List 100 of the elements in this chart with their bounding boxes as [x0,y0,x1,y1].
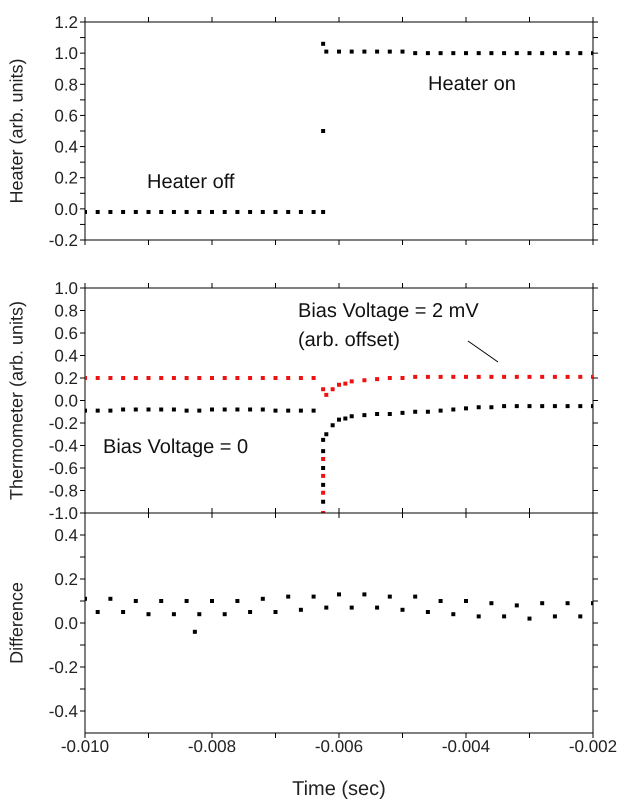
point [298,376,303,380]
point [312,408,316,413]
point [321,457,326,461]
point [350,50,354,54]
point [552,614,557,618]
point [388,412,392,416]
point [324,606,328,610]
point [489,405,494,410]
y-tick-label: 1.0 [54,279,78,298]
point [321,210,326,214]
point [552,404,557,408]
point [159,210,164,214]
point [210,408,214,412]
y-tick-label: 0.8 [54,75,78,94]
point [362,50,366,54]
point [413,374,418,379]
point [502,51,506,56]
point [146,376,150,380]
point [388,594,392,599]
point [540,601,544,606]
point [197,210,202,214]
point [312,210,316,214]
point [146,408,150,412]
point [578,614,582,618]
point [260,210,265,214]
y-tick-label: 0.2 [54,369,78,388]
annotation: Bias Voltage = 2 mV (arb. offset) [298,299,479,353]
point [248,610,252,614]
point [489,374,494,379]
point [578,404,582,408]
point [197,408,202,413]
point [337,592,341,596]
point [159,599,164,603]
point [134,599,138,603]
point [400,410,404,415]
point [514,51,519,56]
point [274,610,278,614]
point [330,387,335,392]
y-tick-label: 0.0 [54,200,78,219]
y-axis-title: Difference [6,582,26,664]
point [388,376,392,380]
y-tick-label: 0.4 [54,138,78,157]
y-tick-label: 0.6 [54,324,78,344]
y-tick-label: -0.4 [48,436,78,456]
point [235,599,240,603]
point [350,606,354,610]
point [528,616,532,621]
point [235,376,240,380]
point [400,376,404,380]
point [400,608,404,612]
point [321,42,326,46]
point [476,374,481,379]
y-tick-label: 0.4 [54,346,78,366]
point [222,408,227,412]
point [146,612,150,616]
point [184,408,189,413]
point [321,490,326,495]
y-tick-label: -0.4 [48,702,78,722]
point [184,376,189,380]
point [298,408,303,413]
point [566,404,570,408]
point [321,438,326,442]
point [413,51,418,56]
x-tick-label: -0.002 [568,737,618,756]
point [426,51,430,56]
point [210,599,214,603]
point [235,408,240,412]
point [286,376,290,380]
point [96,610,100,614]
point [298,210,303,214]
point [121,376,126,380]
point [172,408,176,412]
point [134,408,138,412]
point [540,404,544,408]
y-axis-title: Thermometer (arb. units) [6,300,26,500]
point [578,374,582,379]
point [197,612,202,616]
point [540,51,544,56]
point [222,376,227,380]
point [108,210,112,214]
point [502,404,506,408]
point [321,129,326,133]
y-tick-label: 0.8 [54,302,78,321]
point [248,210,252,214]
point [528,51,532,56]
point [222,612,227,616]
point [502,374,506,379]
y-tick-label: -0.6 [48,459,78,478]
point [514,404,519,408]
y-axis-title: Heater (arb. units) [6,58,26,204]
point [400,50,404,54]
point [540,374,544,379]
x-tick-label: -0.004 [442,737,490,756]
point [343,416,348,420]
point [134,210,138,214]
point [362,592,366,596]
point [426,374,430,379]
point [489,601,494,606]
point [476,614,481,618]
point [426,610,430,614]
